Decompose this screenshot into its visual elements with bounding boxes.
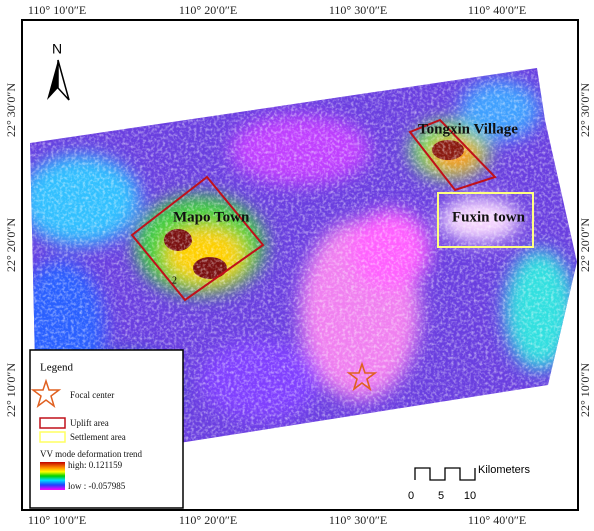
- place-label: Mapo Town: [173, 209, 250, 225]
- coordinate-label: 110° 10′0″E: [28, 3, 86, 17]
- coordinate-label: 22° 20′0″N: [4, 218, 18, 272]
- coordinate-label: 110° 40′0″E: [468, 513, 526, 527]
- scale-tick: 5: [438, 490, 444, 502]
- place-label: Tongxin Village: [418, 121, 518, 137]
- legend-label: VV mode deformation trend: [40, 449, 143, 459]
- legend-label: Uplift area: [70, 418, 109, 428]
- coordinate-label: 22° 30′0″N: [4, 83, 18, 137]
- coordinate-label: 22° 30′0″N: [578, 83, 592, 137]
- legend-title: Legend: [40, 362, 73, 374]
- legend-label: high: 0.121159: [68, 460, 123, 470]
- scale-tick: 0: [408, 490, 414, 502]
- legend-label: Focal center: [70, 390, 114, 400]
- coordinate-label: 22° 10′0″N: [578, 363, 592, 417]
- legend-label: Settlement area: [70, 432, 126, 442]
- coordinate-label: 22° 20′0″N: [578, 218, 592, 272]
- scale-tick: 10: [464, 490, 476, 502]
- coordinate-label: 110° 30′0″E: [329, 513, 387, 527]
- coordinate-label: 110° 30′0″E: [329, 3, 387, 17]
- coordinate-label: 22° 10′0″N: [4, 363, 18, 417]
- scale-unit: Kilometers: [478, 464, 530, 476]
- coordinate-label: 110° 20′0″E: [179, 3, 237, 17]
- coordinate-label: 110° 40′0″E: [468, 3, 526, 17]
- north-label: N: [52, 41, 62, 57]
- legend-label: low : -0.057985: [68, 481, 126, 491]
- map-figure: Mapo Town Tongxin Village Fuxin town 2 N…: [0, 0, 594, 531]
- coordinate-label: 110° 10′0″E: [28, 513, 86, 527]
- legend: Legend Focal center Uplift area Settleme…: [30, 350, 183, 508]
- place-label: Fuxin town: [452, 209, 526, 225]
- coordinate-label: 110° 20′0″E: [179, 513, 237, 527]
- region-number: 2: [172, 275, 177, 286]
